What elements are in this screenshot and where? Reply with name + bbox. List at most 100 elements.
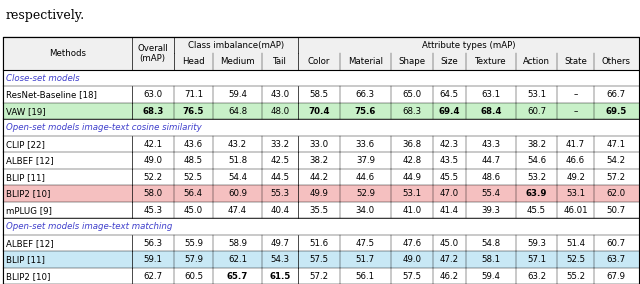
Text: 53.1: 53.1 <box>527 90 546 99</box>
Text: 63.9: 63.9 <box>526 189 547 198</box>
Bar <box>3 136 639 153</box>
Text: 41.0: 41.0 <box>403 206 422 215</box>
Text: 43.6: 43.6 <box>184 140 203 149</box>
Text: 62.1: 62.1 <box>228 255 247 264</box>
Text: 66.3: 66.3 <box>356 90 375 99</box>
Text: Medium: Medium <box>220 57 255 66</box>
Text: 54.3: 54.3 <box>270 255 289 264</box>
Text: 65.0: 65.0 <box>403 90 422 99</box>
Text: respectively.: respectively. <box>5 9 84 22</box>
Text: 56.4: 56.4 <box>184 189 203 198</box>
Text: 43.0: 43.0 <box>270 90 289 99</box>
Text: 51.8: 51.8 <box>228 156 247 165</box>
Text: 62.7: 62.7 <box>143 272 163 281</box>
Text: 60.7: 60.7 <box>527 107 546 116</box>
Text: 53.1: 53.1 <box>566 189 585 198</box>
Text: 69.4: 69.4 <box>438 107 460 116</box>
Text: 60.9: 60.9 <box>228 189 247 198</box>
Text: 64.8: 64.8 <box>228 107 247 116</box>
Text: 48.6: 48.6 <box>481 173 500 182</box>
Text: 44.6: 44.6 <box>356 173 375 182</box>
Bar <box>3 218 639 235</box>
Text: 45.3: 45.3 <box>143 206 163 215</box>
Text: 52.5: 52.5 <box>566 255 585 264</box>
Text: 59.4: 59.4 <box>228 90 247 99</box>
Text: 68.4: 68.4 <box>480 107 502 116</box>
Bar <box>3 235 639 251</box>
Text: 43.5: 43.5 <box>440 156 459 165</box>
Text: 55.4: 55.4 <box>481 189 500 198</box>
Text: 44.5: 44.5 <box>270 173 289 182</box>
Text: Close-set models: Close-set models <box>6 74 79 83</box>
Text: Color: Color <box>308 57 330 66</box>
Text: BLIP [11]: BLIP [11] <box>6 255 45 264</box>
Text: 47.6: 47.6 <box>403 239 422 248</box>
Text: 63.2: 63.2 <box>527 272 546 281</box>
Text: 46.01: 46.01 <box>563 206 588 215</box>
Text: 41.4: 41.4 <box>440 206 459 215</box>
Text: Texture: Texture <box>475 57 507 66</box>
Text: Size: Size <box>440 57 458 66</box>
Text: 55.9: 55.9 <box>184 239 203 248</box>
Text: 42.1: 42.1 <box>143 140 163 149</box>
Text: 56.1: 56.1 <box>356 272 375 281</box>
Text: 55.3: 55.3 <box>270 189 289 198</box>
Text: 60.7: 60.7 <box>607 239 626 248</box>
Text: 33.2: 33.2 <box>270 140 289 149</box>
Bar <box>3 251 639 268</box>
Text: BLIP [11]: BLIP [11] <box>6 173 45 182</box>
Text: 47.4: 47.4 <box>228 206 247 215</box>
Text: 57.5: 57.5 <box>403 272 422 281</box>
Text: 38.2: 38.2 <box>309 156 328 165</box>
Text: 39.3: 39.3 <box>481 206 500 215</box>
Text: 49.0: 49.0 <box>143 156 162 165</box>
Text: 54.8: 54.8 <box>481 239 500 248</box>
Text: 33.0: 33.0 <box>309 140 328 149</box>
Text: –: – <box>573 90 578 99</box>
Text: 45.0: 45.0 <box>184 206 203 215</box>
Bar <box>3 103 639 119</box>
Text: Action: Action <box>523 57 550 66</box>
Text: State: State <box>564 57 587 66</box>
Text: 51.7: 51.7 <box>356 255 375 264</box>
Bar <box>3 153 639 169</box>
Text: 42.8: 42.8 <box>403 156 422 165</box>
Text: 41.7: 41.7 <box>566 140 585 149</box>
Bar <box>3 185 639 202</box>
Text: –: – <box>573 107 578 116</box>
Text: Open-set models image-text matching: Open-set models image-text matching <box>6 222 172 231</box>
Text: VAW [19]: VAW [19] <box>6 107 45 116</box>
Text: 46.2: 46.2 <box>440 272 459 281</box>
Text: 70.4: 70.4 <box>308 107 330 116</box>
Text: BLIP2 [10]: BLIP2 [10] <box>6 272 50 281</box>
Text: 58.5: 58.5 <box>309 90 328 99</box>
Text: 52.2: 52.2 <box>143 173 163 182</box>
Text: Head: Head <box>182 57 205 66</box>
Text: 52.5: 52.5 <box>184 173 203 182</box>
Bar <box>3 37 639 70</box>
Text: 59.3: 59.3 <box>527 239 546 248</box>
Text: 58.1: 58.1 <box>481 255 500 264</box>
Text: 48.0: 48.0 <box>270 107 289 116</box>
Text: 65.7: 65.7 <box>227 272 248 281</box>
Bar <box>3 202 639 218</box>
Text: 52.9: 52.9 <box>356 189 375 198</box>
Text: 49.0: 49.0 <box>403 255 421 264</box>
Text: 62.0: 62.0 <box>607 189 626 198</box>
Text: 51.6: 51.6 <box>309 239 328 248</box>
Text: 67.9: 67.9 <box>607 272 626 281</box>
Text: 42.3: 42.3 <box>440 140 459 149</box>
Text: 54.6: 54.6 <box>527 156 546 165</box>
Text: 43.2: 43.2 <box>228 140 247 149</box>
Text: 53.1: 53.1 <box>403 189 422 198</box>
Text: Tail: Tail <box>273 57 287 66</box>
Text: 35.5: 35.5 <box>309 206 328 215</box>
Text: 75.6: 75.6 <box>355 107 376 116</box>
Text: 57.5: 57.5 <box>309 255 328 264</box>
Bar <box>3 268 639 284</box>
Text: 59.1: 59.1 <box>143 255 162 264</box>
Text: BLIP2 [10]: BLIP2 [10] <box>6 189 50 198</box>
Text: Methods: Methods <box>49 49 86 58</box>
Text: 76.5: 76.5 <box>183 107 204 116</box>
Text: 47.2: 47.2 <box>440 255 459 264</box>
